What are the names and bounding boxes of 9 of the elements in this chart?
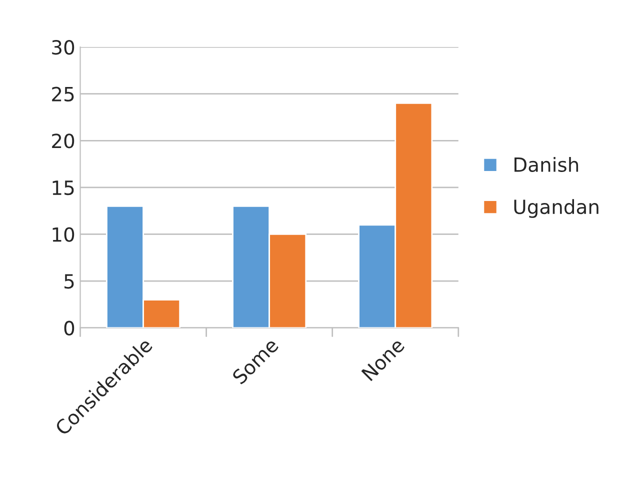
y-tick-label: 30 [52, 40, 74, 55]
legend-label: Ugandan [514, 199, 598, 218]
y-tick-label: 5 [64, 274, 74, 289]
y-tick-label: 15 [52, 180, 74, 196]
y-tick-label: 20 [52, 134, 74, 148]
y-tick-label: 25 [52, 86, 74, 102]
y-tick-label: 10 [52, 227, 74, 242]
y-tick-label: 0 [64, 320, 74, 336]
legend-label: Danish [514, 156, 578, 172]
